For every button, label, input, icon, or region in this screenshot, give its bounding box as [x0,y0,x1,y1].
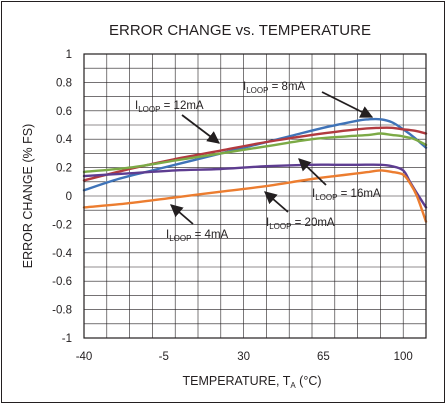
arrow-12ma [181,114,221,144]
x-tick-labels: -40 -5 30 65 100 [76,351,413,363]
y-axis-label: ERROR CHANGE (% FS) [21,124,35,268]
series-line-1 [82,126,428,182]
arrow-20ma [264,191,289,213]
y-tick-label: 0.6 [56,106,72,118]
annotation-16ma: ILOOP = 16mA [312,188,381,202]
series-line-0 [82,117,428,192]
x-axis-label: TEMPERATURE, TA (°C) [182,374,321,390]
y-tick-label: -0.4 [52,248,72,260]
x-tick-label: 30 [237,351,250,363]
plot-border [83,53,427,339]
y-tick-label: 1 [66,49,72,61]
y-tick-label: -0.8 [52,305,72,317]
y-tick-label: -0.6 [52,276,72,288]
x-tick-label: -5 [159,351,169,363]
series-line-2 [82,132,428,174]
y-tick-label: 0.4 [56,134,73,146]
chart-title: ERROR CHANGE vs. TEMPERATURE [109,22,371,39]
arrow-16ma [298,158,327,186]
annotation-4ma: ILOOP = 4mA [166,229,229,243]
y-tick-label: -1 [62,333,72,345]
y-tick-label: 0.2 [56,163,72,175]
annotation-8ma: ILOOP = 8mA [243,81,306,95]
x-tick-label: 65 [317,351,330,363]
y-tick-label: 0.8 [56,77,72,89]
annotation-12ma: ILOOP = 12mA [135,100,204,114]
arrow-4ma [170,204,194,225]
annotation-arrows [170,91,374,225]
y-tick-labels: -1 -0.8 -0.6 -0.4 -0.2 0 0.2 0.4 0.6 0.8 1 [52,49,72,345]
x-tick-label: -40 [76,351,93,363]
x-tick-label: 100 [394,351,413,363]
series-lines [82,117,428,223]
annotation-20ma: ILOOP = 20mA [266,217,335,231]
arrow-8ma [321,91,374,118]
grid [84,54,426,338]
y-tick-label: -0.2 [52,219,72,231]
series-line-4 [82,169,428,223]
y-tick-label: 0 [66,191,72,203]
